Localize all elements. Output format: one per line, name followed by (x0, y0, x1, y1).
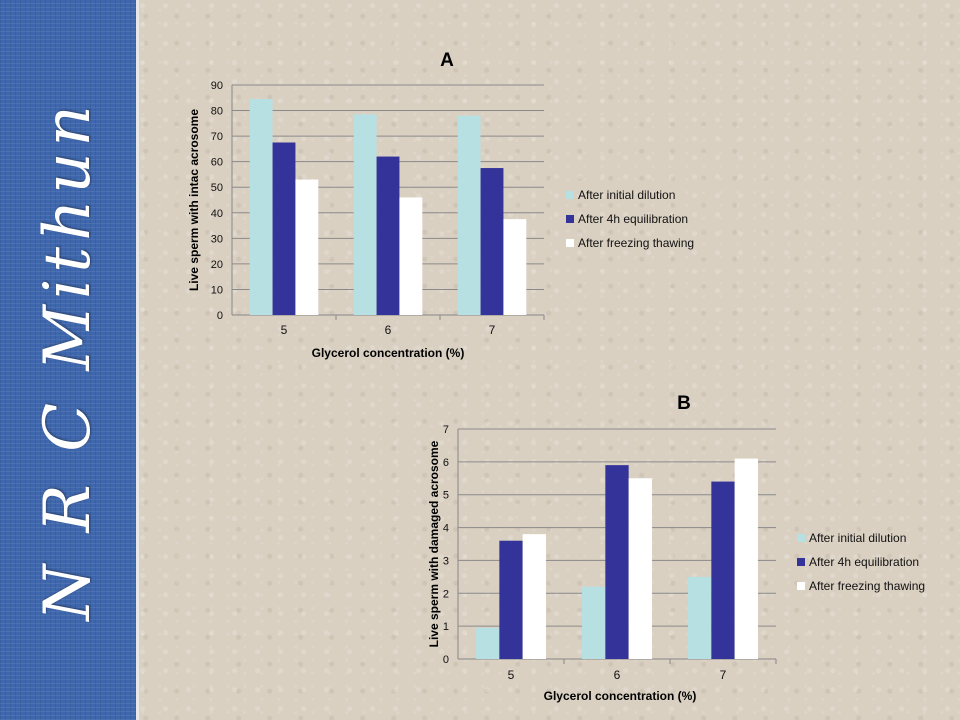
legend-label: After freezing thawing (578, 236, 694, 250)
legend-swatch (566, 215, 574, 223)
bar-after-initial-dilution-5 (249, 99, 273, 315)
y-tick-label: 4 (443, 523, 449, 535)
y-tick-label: 30 (211, 233, 223, 245)
legend-label: After 4h equilibration (578, 212, 688, 226)
legend-swatch (797, 534, 805, 542)
bar-after-freezing-thawing-6 (628, 478, 652, 659)
bar-after-freezing-thawing-6 (399, 197, 423, 315)
legend-label: After initial dilution (578, 188, 675, 202)
bar-after-initial-dilution-6 (353, 114, 377, 315)
legend-label: After 4h equilibration (809, 555, 919, 569)
y-tick-label: 60 (211, 157, 223, 169)
legend-swatch (797, 582, 805, 590)
legend-swatch (566, 239, 574, 247)
bar-after-4h-equilibration-7 (480, 168, 504, 315)
x-tick-label: 5 (508, 668, 515, 682)
x-axis-label: Glycerol concentration (%) (312, 346, 465, 360)
bar-after-freezing-thawing-5 (522, 534, 546, 659)
x-tick-label: 7 (489, 323, 496, 337)
y-tick-label: 80 (211, 106, 223, 118)
x-tick-label: 6 (614, 668, 621, 682)
x-tick-label: 7 (720, 668, 727, 682)
bar-after-4h-equilibration-6 (605, 465, 629, 659)
chart-title: B (677, 393, 691, 414)
y-tick-label: 7 (443, 424, 449, 436)
bar-after-freezing-thawing-7 (503, 219, 527, 315)
y-tick-label: 6 (443, 457, 449, 469)
y-tick-label: 5 (443, 490, 449, 502)
y-axis-label: Live sperm with damaged acrosome (427, 440, 441, 647)
y-axis-label: Live sperm with intac acrosome (187, 109, 201, 291)
y-tick-label: 50 (211, 182, 223, 194)
bar-after-4h-equilibration-7 (711, 481, 735, 659)
legend-swatch (797, 558, 805, 566)
x-axis-label: Glycerol concentration (%) (544, 689, 697, 703)
sidebar-band: N R C Mithun (0, 0, 139, 720)
bar-after-initial-dilution-7 (688, 576, 712, 659)
bar-after-initial-dilution-5 (476, 627, 500, 659)
chart-title: A (440, 50, 454, 71)
legend-swatch (566, 191, 574, 199)
y-tick-label: 10 (211, 284, 223, 296)
y-tick-label: 3 (443, 555, 449, 567)
bar-after-freezing-thawing-5 (295, 179, 319, 315)
bar-after-freezing-thawing-7 (734, 458, 758, 659)
x-tick-label: 5 (281, 323, 288, 337)
y-tick-label: 20 (211, 259, 223, 271)
y-tick-label: 90 (211, 80, 223, 92)
bar-after-initial-dilution-7 (457, 115, 481, 316)
y-tick-label: 70 (211, 131, 223, 143)
y-tick-label: 40 (211, 208, 223, 220)
y-tick-label: 0 (217, 310, 223, 322)
bar-after-4h-equilibration-5 (272, 142, 296, 315)
legend-label: After initial dilution (809, 531, 906, 545)
bar-after-initial-dilution-6 (582, 586, 606, 659)
bar-after-4h-equilibration-6 (376, 156, 400, 315)
y-tick-label: 2 (443, 588, 449, 600)
x-tick-label: 6 (385, 323, 392, 337)
bar-after-4h-equilibration-5 (499, 540, 523, 659)
y-tick-label: 0 (443, 654, 449, 666)
legend-label: After freezing thawing (809, 579, 925, 593)
y-tick-label: 1 (443, 621, 449, 633)
